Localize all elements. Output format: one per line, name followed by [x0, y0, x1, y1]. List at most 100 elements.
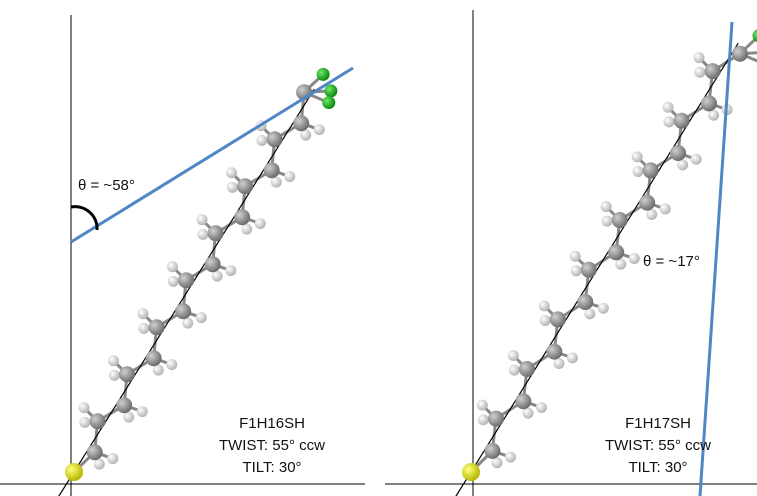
hydrogen [107, 453, 118, 464]
carbon [119, 366, 135, 382]
hydrogen [553, 358, 564, 369]
carbon [577, 294, 593, 310]
hydrogen [508, 350, 519, 361]
hydrogen [182, 318, 193, 329]
angle-arc [71, 207, 97, 230]
carbon [484, 443, 500, 459]
carbon [488, 411, 504, 427]
hydrogen [633, 166, 644, 177]
hydrogen [601, 201, 612, 212]
hydrogen [571, 265, 582, 276]
hydrogen [570, 251, 581, 262]
carbon [149, 319, 165, 335]
hydrogen [300, 130, 311, 141]
hydrogen [153, 365, 164, 376]
carbon [581, 262, 597, 278]
hydrogen [255, 218, 266, 229]
hydrogen [492, 457, 503, 468]
carbon [701, 95, 717, 111]
hydrogen [477, 400, 488, 411]
hydrogen [78, 402, 89, 413]
hydrogen [94, 459, 105, 470]
twist-label: TWIST: 55° ccw [605, 437, 711, 454]
hydrogen [241, 224, 252, 235]
hydrogen [167, 261, 178, 272]
hydrogen [693, 52, 704, 63]
hydrogen [138, 323, 149, 334]
hydrogen [168, 276, 179, 287]
hydrogen [632, 151, 643, 162]
hydrogen [540, 315, 551, 326]
hydrogen [108, 355, 119, 366]
carbon [178, 272, 194, 288]
hydrogen [256, 135, 267, 146]
molecular-plane-line [700, 22, 732, 496]
hydrogen [314, 124, 325, 135]
hydrogen [196, 312, 207, 323]
hydrogen [522, 408, 533, 419]
hydrogen [196, 214, 207, 225]
hydrogen [663, 102, 674, 113]
hydrogen [271, 177, 282, 188]
carbon [264, 162, 280, 178]
angle-label: θ = ~58° [78, 177, 135, 194]
carbon [146, 350, 162, 366]
carbon [639, 195, 655, 211]
hydrogen [478, 414, 489, 425]
fluorine [317, 68, 330, 81]
hydrogen [109, 370, 120, 381]
hydrogen [677, 159, 688, 170]
carbon [670, 145, 686, 161]
carbon [674, 113, 690, 129]
tilt-label: TILT: 30° [242, 459, 301, 476]
carbon [643, 162, 659, 178]
hydrogen [539, 300, 550, 311]
panel-right [385, 10, 757, 496]
hydrogen [197, 229, 208, 240]
hydrogen [584, 308, 595, 319]
hydrogen [509, 365, 520, 376]
carbon [519, 361, 535, 377]
carbon [515, 393, 531, 409]
carbon [267, 131, 283, 147]
hydrogen [284, 171, 295, 182]
carbon [608, 244, 624, 260]
twist-label: TWIST: 55° ccw [219, 437, 325, 454]
fluorine [324, 84, 337, 97]
hydrogen [226, 167, 237, 178]
carbon [732, 46, 748, 62]
sulfur [462, 463, 480, 481]
hydrogen [691, 154, 702, 165]
fluorine [322, 96, 335, 109]
carbon [234, 209, 250, 225]
panel-left [0, 15, 365, 496]
carbon [237, 178, 253, 194]
hydrogen [646, 209, 657, 220]
carbon [87, 444, 103, 460]
hydrogen [598, 303, 609, 314]
molecule-name: F1H17SH [625, 415, 691, 432]
figure: θ = ~58° F1H16SH TWIST: 55° ccw TILT: 30… [0, 0, 757, 496]
carbon [705, 63, 721, 79]
hydrogen [567, 352, 578, 363]
hydrogen [225, 265, 236, 276]
carbon [293, 115, 309, 131]
hydrogen [79, 417, 90, 428]
hydrogen [123, 412, 134, 423]
carbon [546, 344, 562, 360]
hydrogen [137, 308, 148, 319]
hydrogen [227, 182, 238, 193]
hydrogen [505, 452, 516, 463]
hydrogen [166, 359, 177, 370]
hydrogen [615, 259, 626, 270]
hydrogen [629, 253, 640, 264]
angle-label: θ = ~17° [643, 253, 700, 270]
molecule-name: F1H16SH [239, 415, 305, 432]
carbon [208, 225, 224, 241]
hydrogen [212, 271, 223, 282]
hydrogen [137, 406, 148, 417]
carbon [612, 212, 628, 228]
hydrogen [536, 402, 547, 413]
carbon [90, 413, 106, 429]
hydrogen [694, 67, 705, 78]
